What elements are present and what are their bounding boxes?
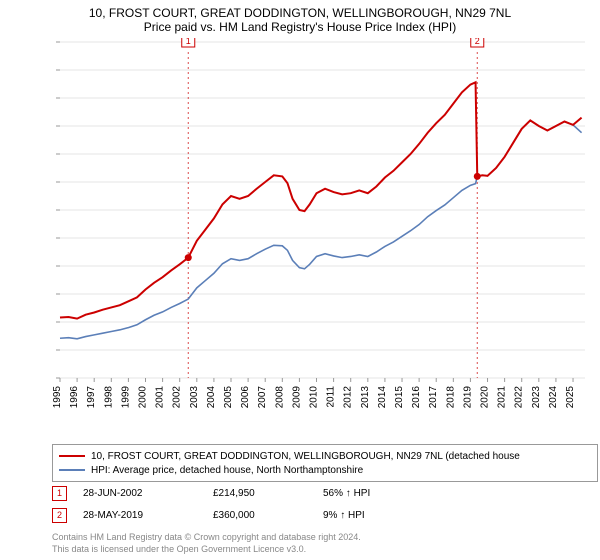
sale-hpi-diff: 56% ↑ HPI (323, 488, 370, 499)
x-tick-label: 1999 (120, 386, 131, 408)
x-tick-label: 2023 (531, 386, 542, 408)
sale-date: 28-JUN-2002 (83, 488, 213, 499)
sale-record: 1 28-JUN-2002£214,95056% ↑ HPI (52, 486, 370, 501)
sale-marker-dot (474, 173, 481, 180)
legend-row: 10, FROST COURT, GREAT DODDINGTON, WELLI… (59, 449, 591, 463)
x-tick-label: 1998 (103, 386, 114, 408)
x-tick-label: 2017 (428, 386, 439, 408)
legend: 10, FROST COURT, GREAT DODDINGTON, WELLI… (52, 444, 598, 482)
x-tick-label: 2002 (172, 386, 183, 408)
legend-swatch (59, 469, 85, 471)
x-tick-label: 1997 (86, 386, 97, 408)
x-tick-label: 2024 (548, 386, 559, 408)
sale-record: 2 28-MAY-2019£360,0009% ↑ HPI (52, 508, 365, 523)
x-tick-label: 2009 (291, 386, 302, 408)
footer-line1: Contains HM Land Registry data © Crown c… (52, 532, 361, 544)
x-tick-label: 1995 (52, 386, 63, 408)
x-tick-label: 2007 (257, 386, 268, 408)
x-tick-label: 2001 (155, 386, 166, 408)
sale-marker-dot (185, 254, 192, 261)
x-tick-label: 2008 (274, 386, 285, 408)
line-chart: £0£50K£100K£150K£200K£250K£300K£350K£400… (50, 38, 590, 408)
sale-marker-ref: 2 (52, 508, 67, 523)
sale-date: 28-MAY-2019 (83, 510, 213, 521)
chart-area: £0£50K£100K£150K£200K£250K£300K£350K£400… (50, 38, 590, 408)
x-tick-label: 2015 (394, 386, 405, 408)
data-attribution: Contains HM Land Registry data © Crown c… (52, 532, 361, 555)
x-tick-label: 2004 (206, 386, 217, 408)
x-tick-label: 2010 (309, 386, 320, 408)
x-tick-label: 2005 (223, 386, 234, 408)
x-tick-label: 2014 (377, 386, 388, 408)
chart-title-line1: 10, FROST COURT, GREAT DODDINGTON, WELLI… (0, 0, 600, 20)
sale-price: £214,950 (213, 488, 323, 499)
legend-label: 10, FROST COURT, GREAT DODDINGTON, WELLI… (91, 451, 520, 462)
x-tick-label: 2000 (138, 386, 149, 408)
sale-price: £360,000 (213, 510, 323, 521)
chart-title-line2: Price paid vs. HM Land Registry's House … (0, 20, 600, 38)
legend-row: HPI: Average price, detached house, Nort… (59, 463, 591, 477)
x-tick-label: 1996 (69, 386, 80, 408)
sale-hpi-diff: 9% ↑ HPI (323, 510, 365, 521)
x-tick-label: 2025 (565, 386, 576, 408)
x-tick-label: 2021 (497, 386, 508, 408)
x-tick-label: 2013 (360, 386, 371, 408)
sale-marker-number: 2 (475, 38, 480, 46)
x-tick-label: 2018 (445, 386, 456, 408)
legend-label: HPI: Average price, detached house, Nort… (91, 465, 363, 476)
legend-swatch (59, 455, 85, 457)
x-tick-label: 2011 (326, 386, 337, 408)
sale-marker-ref: 1 (52, 486, 67, 501)
sale-marker-number: 1 (186, 38, 191, 46)
footer-line2: This data is licensed under the Open Gov… (52, 544, 361, 556)
x-tick-label: 2006 (240, 386, 251, 408)
x-tick-label: 2016 (411, 386, 422, 408)
x-tick-label: 2012 (343, 386, 354, 408)
x-tick-label: 2019 (462, 386, 473, 408)
x-tick-label: 2022 (514, 386, 525, 408)
x-tick-label: 2020 (480, 386, 491, 408)
x-tick-label: 2003 (189, 386, 200, 408)
